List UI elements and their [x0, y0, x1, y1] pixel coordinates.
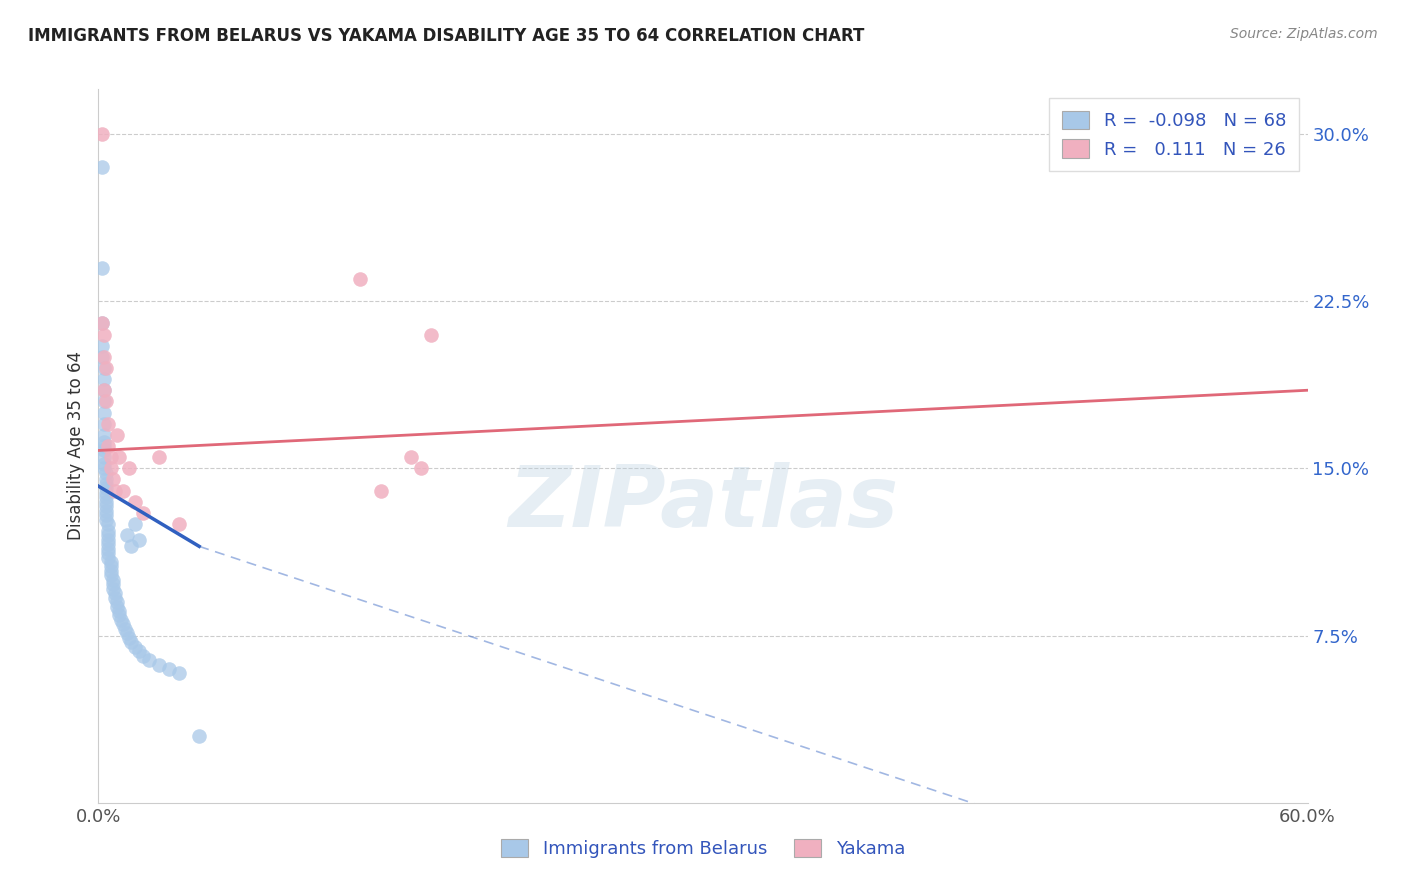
Point [100, 461, 122, 475]
Point [124, 494, 146, 508]
Point [110, 613, 132, 627]
Point [132, 506, 155, 520]
Point [91, 338, 114, 352]
Point [120, 539, 142, 553]
Point [148, 450, 170, 464]
Point [97, 550, 120, 565]
Point [114, 622, 136, 636]
Point [97, 546, 120, 560]
Point [100, 568, 122, 582]
Point [132, 648, 155, 663]
Point [93, 384, 115, 398]
Point [93, 461, 115, 475]
Point [128, 533, 150, 547]
Point [100, 564, 122, 578]
Point [93, 450, 115, 464]
Point [97, 537, 120, 551]
Point [105, 427, 128, 442]
Point [100, 559, 122, 574]
Point [96, 503, 118, 517]
Point [91, 127, 114, 141]
Point [93, 434, 115, 449]
Point [105, 599, 128, 614]
Point [399, 450, 422, 464]
Point [93, 384, 115, 398]
Point [115, 626, 138, 640]
Point [103, 591, 125, 605]
Point [101, 582, 124, 596]
Point [91, 316, 114, 330]
Point [96, 490, 118, 504]
Point [97, 524, 120, 538]
Point [115, 528, 138, 542]
Point [107, 604, 129, 618]
Point [96, 473, 118, 487]
Point [93, 439, 115, 453]
Point [167, 516, 190, 531]
Point [101, 577, 124, 591]
Point [91, 161, 114, 175]
Point [97, 439, 120, 453]
Point [107, 450, 129, 464]
Point [124, 516, 146, 531]
Point [101, 573, 124, 587]
Point [93, 417, 115, 431]
Point [128, 644, 150, 658]
Point [105, 595, 128, 609]
Point [370, 483, 392, 498]
Point [93, 360, 115, 375]
Point [91, 350, 114, 364]
Point [120, 635, 142, 649]
Point [100, 555, 122, 569]
Point [93, 405, 115, 419]
Point [100, 450, 122, 464]
Point [97, 541, 120, 556]
Point [97, 417, 120, 431]
Point [167, 666, 190, 681]
Point [124, 640, 146, 654]
Point [96, 485, 118, 500]
Point [111, 617, 134, 632]
Point [111, 483, 134, 498]
Point [93, 443, 115, 458]
Point [101, 473, 124, 487]
Text: ZIPatlas: ZIPatlas [508, 461, 898, 545]
Point [96, 499, 118, 513]
Point [96, 360, 118, 375]
Point [188, 729, 211, 743]
Point [91, 260, 114, 275]
Point [138, 653, 160, 667]
Point [93, 427, 115, 442]
Point [118, 631, 141, 645]
Point [93, 457, 115, 471]
Point [97, 528, 120, 542]
Point [96, 394, 118, 409]
Point [93, 394, 115, 409]
Point [93, 372, 115, 386]
Point [96, 512, 118, 526]
Point [103, 586, 125, 600]
Point [93, 350, 115, 364]
Point [420, 327, 443, 342]
Y-axis label: Disability Age 35 to 64: Disability Age 35 to 64 [66, 351, 84, 541]
Legend: Immigrants from Belarus, Yakama: Immigrants from Belarus, Yakama [494, 831, 912, 865]
Point [103, 483, 125, 498]
Point [93, 327, 115, 342]
Point [96, 494, 118, 508]
Point [107, 608, 129, 623]
Point [118, 461, 141, 475]
Text: Source: ZipAtlas.com: Source: ZipAtlas.com [1230, 27, 1378, 41]
Point [148, 657, 170, 672]
Point [409, 461, 432, 475]
Text: IMMIGRANTS FROM BELARUS VS YAKAMA DISABILITY AGE 35 TO 64 CORRELATION CHART: IMMIGRANTS FROM BELARUS VS YAKAMA DISABI… [28, 27, 865, 45]
Point [96, 482, 118, 496]
Point [96, 476, 118, 491]
Point [349, 271, 371, 285]
Point [96, 508, 118, 522]
Point [96, 466, 118, 480]
Point [91, 316, 114, 330]
Point [157, 662, 180, 676]
Point [97, 533, 120, 547]
Point [97, 516, 120, 531]
